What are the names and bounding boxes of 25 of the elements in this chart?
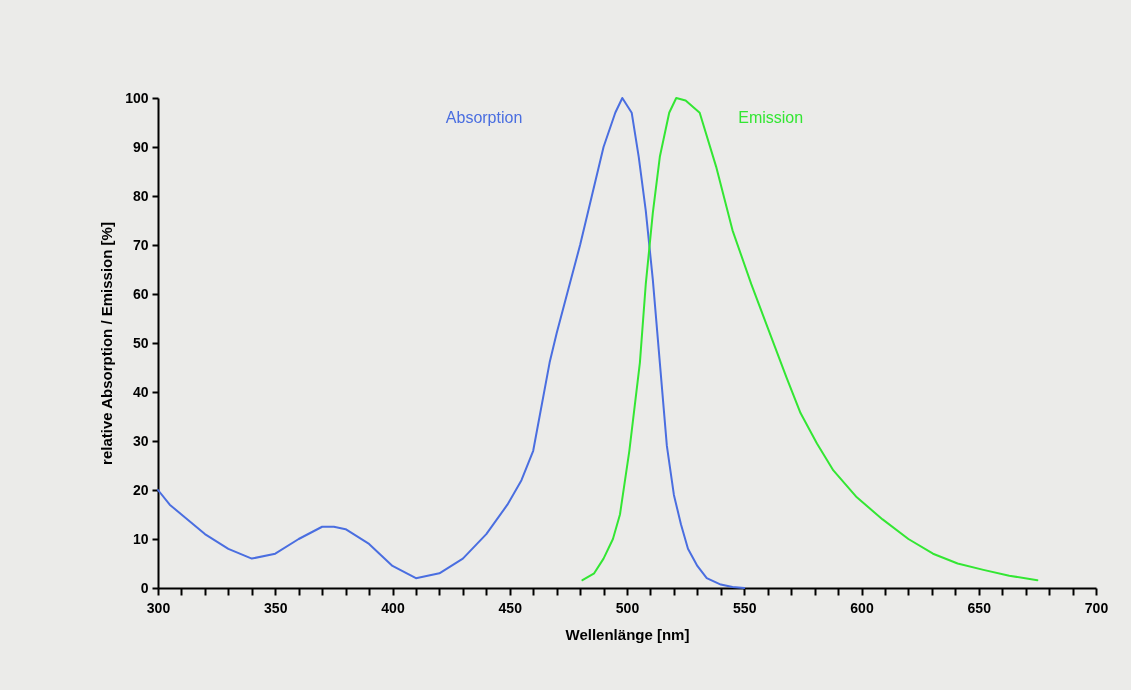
y-tick-label: 100 xyxy=(125,89,149,106)
x-tick-label: 400 xyxy=(381,599,405,616)
x-tick-label: 550 xyxy=(733,599,757,616)
y-tick-label: 60 xyxy=(132,285,149,302)
x-tick-label: 500 xyxy=(615,599,640,616)
x-tick-label: 300 xyxy=(146,599,171,616)
y-axis-title: relative Absorption / Emission [%] xyxy=(98,222,116,465)
y-tick-label: 90 xyxy=(132,138,149,155)
y-tick-label: 80 xyxy=(132,187,149,204)
line-series xyxy=(581,97,1039,582)
x-tick-label: 350 xyxy=(264,599,288,616)
x-tick-label: 600 xyxy=(850,599,874,616)
y-tick-label: 70 xyxy=(132,236,149,253)
text: Absorption xyxy=(445,109,523,126)
y-tick-label: 20 xyxy=(132,481,149,498)
y-tick-label: 10 xyxy=(132,530,149,547)
y-tick-label: 30 xyxy=(132,432,149,449)
x-axis-title: Wellenlänge [nm] xyxy=(565,625,690,643)
y-tick-label: 40 xyxy=(132,383,149,400)
y-tick-label: 50 xyxy=(132,334,149,351)
x-tick-label: 650 xyxy=(967,599,992,616)
x-tick-label: 450 xyxy=(498,599,523,616)
text: Emission xyxy=(738,109,804,126)
x-tick-label: 700 xyxy=(1084,599,1109,616)
y-tick-label: 0 xyxy=(140,579,149,596)
